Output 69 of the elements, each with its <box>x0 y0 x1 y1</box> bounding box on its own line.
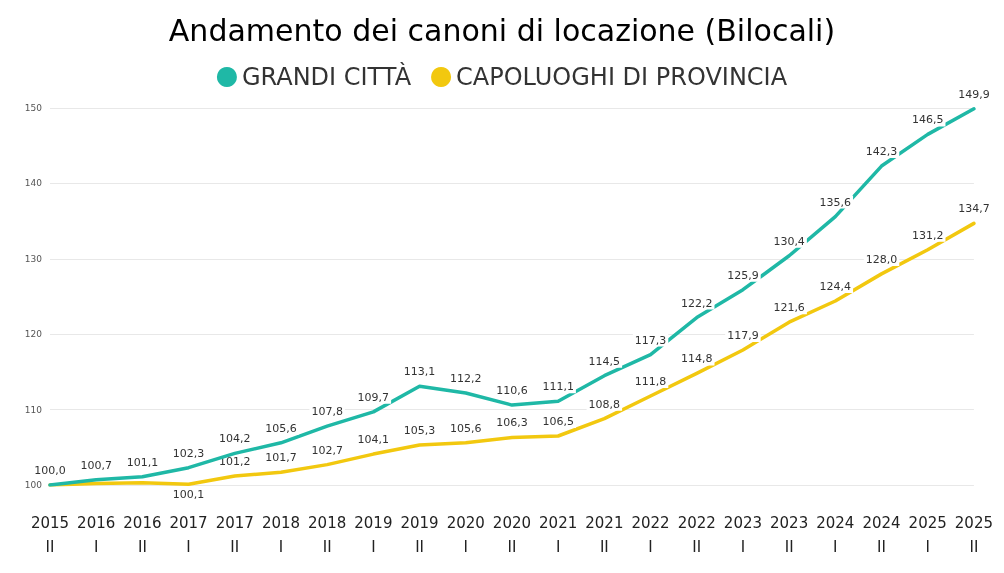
data-label: 117,9 <box>727 329 759 343</box>
data-label: 100,0 <box>34 464 66 477</box>
data-label: 130,4 <box>773 234 805 248</box>
data-label: 105,6 <box>265 421 297 435</box>
data-label: 131,2 <box>911 228 944 242</box>
x-tick-label: 2025 I <box>908 514 947 556</box>
y-tick-label: 130 <box>24 253 43 264</box>
data-label: 122,2 <box>680 296 713 310</box>
data-label: 102,3 <box>172 446 205 460</box>
x-tick-label: 2021 II <box>585 514 624 556</box>
x-tick-label: 2023 II <box>770 514 809 556</box>
data-label: 142,3 <box>865 145 898 159</box>
data-label: 135,6 <box>819 195 852 209</box>
y-tick-label: 100 <box>24 480 43 490</box>
data-label: 146,5 <box>911 113 944 127</box>
x-tick-label: 2017 II <box>215 514 254 556</box>
data-label: 100,1 <box>172 488 205 502</box>
x-tick-label: 2016 I <box>77 514 116 556</box>
data-label: 108,8 <box>588 397 621 411</box>
data-label: 100,7 <box>80 458 112 472</box>
y-tick-label: 110 <box>24 404 43 415</box>
data-label: 125,9 <box>727 268 759 282</box>
data-label: 104,2 <box>219 432 251 446</box>
data-label: 113,1 <box>403 365 436 379</box>
x-tick-label: 2018 I <box>261 514 301 556</box>
x-tick-label: 2023 I <box>723 514 763 556</box>
y-tick-label: 120 <box>24 329 43 340</box>
x-tick-label: 2018 II <box>308 514 347 556</box>
x-tick-label: 2020 II <box>492 514 532 556</box>
data-label: 128,0 <box>865 252 898 266</box>
data-label: 106,5 <box>542 414 574 428</box>
legend-label: CAPOLUOGHI DI PROVINCIA <box>456 63 788 91</box>
x-tick-label: 2015 II <box>30 514 70 556</box>
data-label: 102,7 <box>311 443 343 457</box>
data-label: 114,5 <box>588 354 621 368</box>
x-tick-label: 2016 II <box>123 514 162 556</box>
x-tick-label: 2022 I <box>631 514 670 556</box>
data-label: 110,6 <box>496 384 528 398</box>
data-label: 109,7 <box>357 390 390 404</box>
data-label: 134,7 <box>958 202 990 216</box>
data-label: 104,1 <box>357 433 390 447</box>
x-tick-label: 2019 I <box>354 514 393 556</box>
data-label: 114,8 <box>680 352 713 366</box>
data-label: 101,2 <box>219 454 251 468</box>
x-tick-label: 2025 II <box>954 514 994 556</box>
data-label: 105,6 <box>450 421 482 435</box>
data-label: 107,8 <box>311 405 343 419</box>
legend-label: GRANDI CITTÀ <box>241 62 412 91</box>
x-tick-label: 2021 I <box>539 514 578 556</box>
data-label: 112,2 <box>450 372 482 386</box>
data-label: 106,3 <box>496 416 528 430</box>
x-tick-label: 2020 I <box>446 514 485 556</box>
y-tick-label: 140 <box>24 178 43 189</box>
data-label: 111,8 <box>634 375 667 389</box>
y-tick-label: 150 <box>24 103 43 113</box>
data-label: 101,7 <box>265 451 297 465</box>
chart-title: Andamento dei canoni di locazione (Bilocali) <box>168 12 836 48</box>
data-label: 111,1 <box>542 380 574 394</box>
data-label: 101,1 <box>126 455 159 469</box>
x-tick-label: 2017 I <box>169 514 208 556</box>
x-tick-label: 2024 II <box>862 514 901 556</box>
data-label: 117,3 <box>634 333 667 347</box>
data-label: 124,4 <box>819 280 852 294</box>
x-tick-label: 2024 I <box>816 514 855 556</box>
x-tick-label: 2019 II <box>400 514 439 556</box>
data-label: 149,9 <box>958 87 990 101</box>
data-label: 105,3 <box>403 424 436 438</box>
x-tick-label: 2022 II <box>677 514 716 556</box>
data-label: 121,6 <box>773 301 805 315</box>
